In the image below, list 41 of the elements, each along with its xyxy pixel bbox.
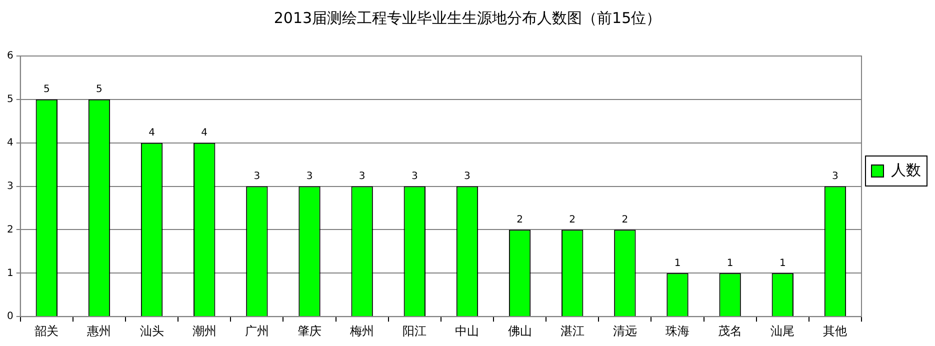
y-tick-label: 1 xyxy=(6,268,14,279)
data-label: 5 xyxy=(43,84,50,96)
x-tick-label: 清远 xyxy=(612,324,637,338)
x-tick-label: 惠州 xyxy=(86,324,112,338)
x-tick-label: 潮州 xyxy=(192,324,216,338)
y-tick-label: 6 xyxy=(6,50,14,62)
data-label: 1 xyxy=(674,258,681,269)
data-label: 3 xyxy=(464,170,470,182)
y-tick-label: 3 xyxy=(6,180,14,192)
x-tick-label: 梅州 xyxy=(349,324,374,338)
data-label: 1 xyxy=(726,258,734,269)
x-tick-label: 韶关 xyxy=(34,324,59,338)
data-label: 3 xyxy=(254,170,260,182)
data-label: 3 xyxy=(358,170,366,182)
data-label: 3 xyxy=(832,170,838,182)
x-tick-label: 珠海 xyxy=(666,324,690,338)
data-label: 5 xyxy=(96,84,102,96)
x-tick-label: 佛山 xyxy=(508,324,532,338)
x-tick-label: 汕头 xyxy=(140,324,164,338)
data-label: 3 xyxy=(411,170,418,182)
x-tick-label: 阳江 xyxy=(402,324,427,338)
x-tick-label: 广州 xyxy=(244,324,269,338)
legend-label: 人数 xyxy=(891,160,921,179)
y-tick-label: 0 xyxy=(6,311,14,322)
y-tick-label: 2 xyxy=(6,224,14,236)
data-label: 4 xyxy=(201,127,208,138)
x-tick-label: 茂名 xyxy=(718,324,742,338)
data-label: 3 xyxy=(306,170,313,182)
data-label: 2 xyxy=(569,214,576,226)
x-tick-label: 肇庆 xyxy=(298,324,322,338)
data-label: 2 xyxy=(516,214,523,226)
data-label: 4 xyxy=(148,127,155,138)
data-label: 2 xyxy=(622,214,628,226)
chart-title: 2013届测绘工程专业毕业生生源地分布人数图（前15位） xyxy=(274,8,662,27)
data-label: 1 xyxy=(779,258,786,269)
y-tick-label: 4 xyxy=(6,137,14,148)
x-tick-label: 汕尾 xyxy=(770,324,795,338)
x-tick-label: 湛江 xyxy=(560,324,584,338)
x-tick-label: 中山 xyxy=(455,324,480,338)
x-tick-label: 其他 xyxy=(823,324,848,338)
y-tick-label: 5 xyxy=(6,94,14,106)
